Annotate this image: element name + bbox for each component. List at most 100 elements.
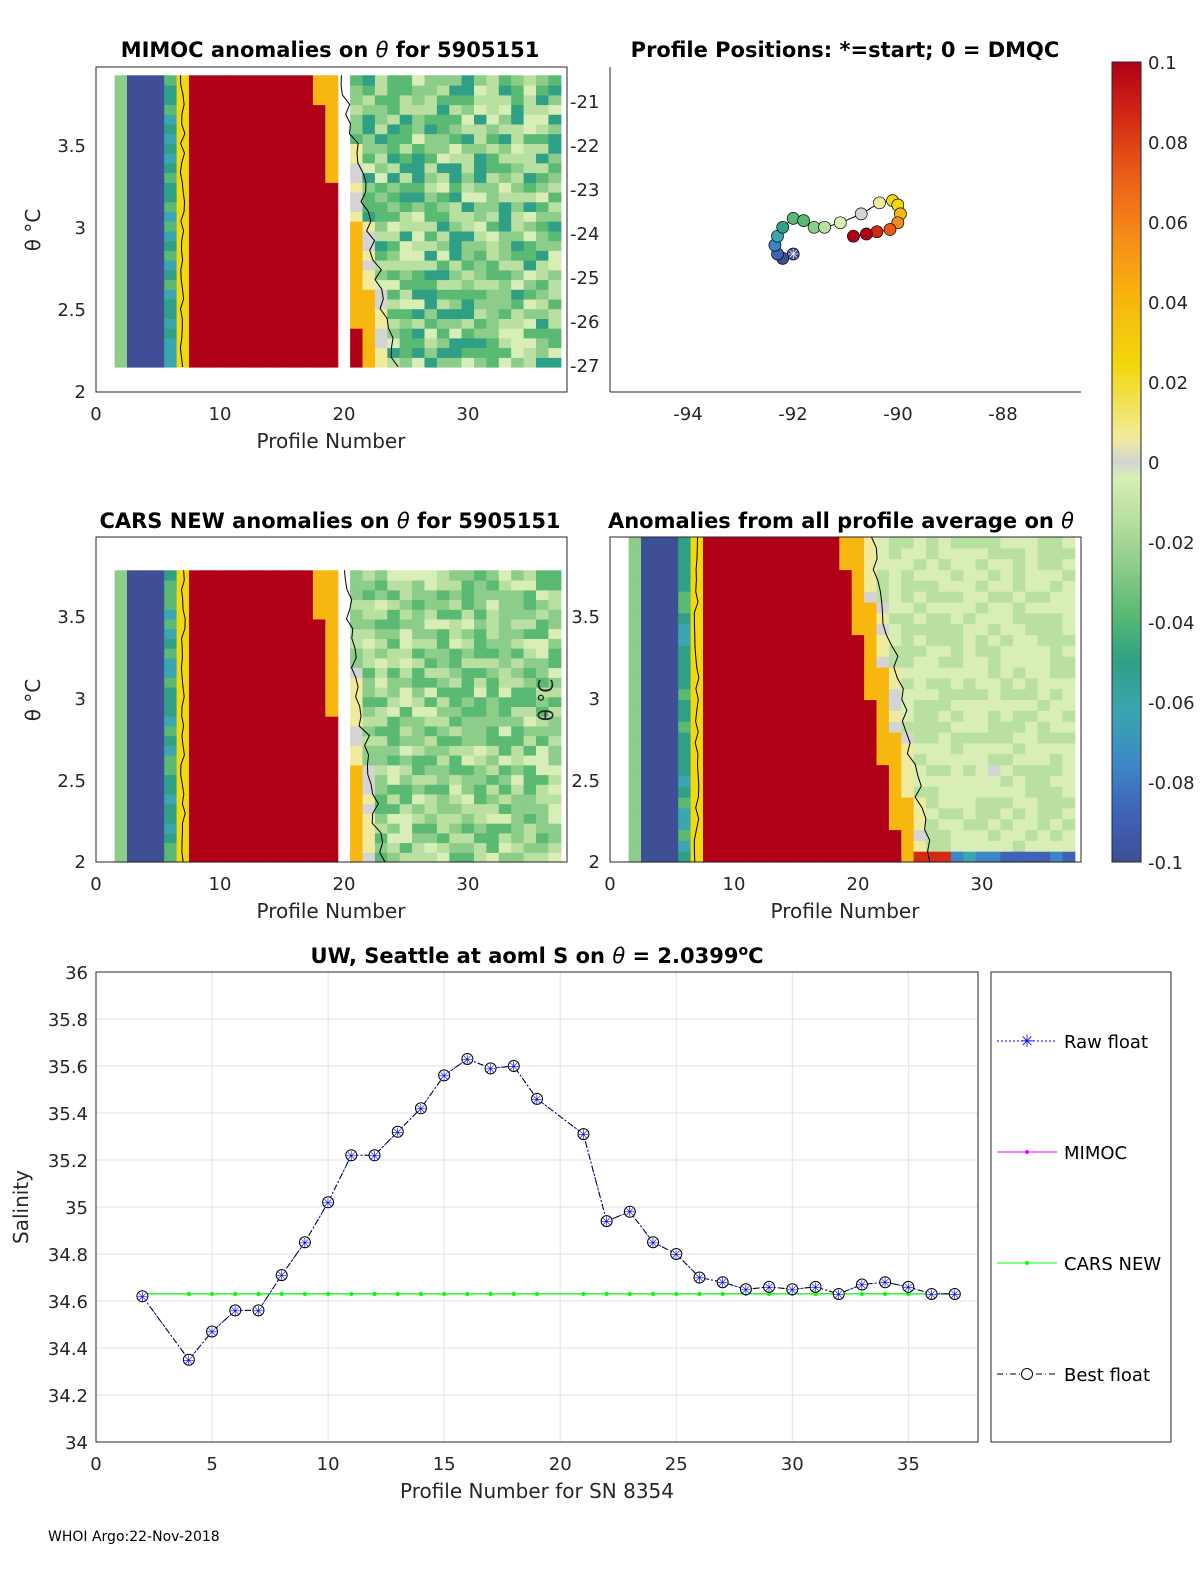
heatmap-cell bbox=[826, 580, 840, 592]
heatmap-cell bbox=[263, 774, 277, 785]
heatmap-cell bbox=[1012, 764, 1026, 776]
heatmap-cell bbox=[412, 143, 426, 154]
heatmap-cell bbox=[151, 725, 165, 737]
heatmap-cell bbox=[449, 755, 463, 766]
heatmap-cell bbox=[436, 793, 450, 805]
series-point-best bbox=[879, 1276, 892, 1289]
heatmap-cell bbox=[151, 570, 165, 581]
heatmap-cell bbox=[436, 133, 450, 144]
heatmap-cell bbox=[641, 558, 654, 571]
heatmap-cell bbox=[436, 638, 450, 649]
heatmap-cell bbox=[201, 250, 215, 261]
heatmap-cell bbox=[300, 648, 314, 659]
heatmap-cell bbox=[536, 279, 549, 290]
heatmap-cell bbox=[424, 153, 438, 164]
heatmap-cell bbox=[715, 602, 729, 614]
heatmap-cell bbox=[449, 657, 463, 669]
heatmap-cell bbox=[399, 648, 413, 659]
heatmap-cell bbox=[536, 618, 549, 630]
heatmap-cell bbox=[436, 823, 450, 834]
heatmap-cell bbox=[740, 623, 754, 636]
heatmap-cell bbox=[114, 706, 128, 717]
heatmap-cell bbox=[461, 706, 475, 717]
heatmap-cell bbox=[498, 609, 512, 620]
heatmap-cell bbox=[436, 75, 450, 86]
heatmap-cell bbox=[436, 609, 450, 620]
heatmap-cell bbox=[740, 688, 754, 701]
heatmap-cell bbox=[387, 832, 401, 844]
heatmap-cell bbox=[288, 570, 302, 581]
heatmap-cell bbox=[350, 784, 364, 795]
heatmap-cell bbox=[864, 764, 878, 776]
heatmap-cell bbox=[250, 337, 264, 349]
heatmap-cell bbox=[325, 677, 339, 688]
heatmap-cell bbox=[213, 803, 227, 814]
heatmap-cell bbox=[523, 182, 537, 193]
heatmap-cell bbox=[851, 851, 865, 863]
heatmap-cell bbox=[548, 696, 562, 707]
heatmap-cell bbox=[164, 677, 178, 688]
heatmap-cell bbox=[263, 328, 277, 339]
heatmap-cell bbox=[715, 580, 729, 592]
heatmap-cell bbox=[189, 279, 202, 290]
heatmap-cell bbox=[975, 580, 989, 592]
heatmap-cell bbox=[1062, 558, 1076, 571]
heatmap-cell bbox=[876, 677, 890, 690]
heatmap-cell bbox=[814, 612, 828, 625]
heatmap-cell bbox=[511, 609, 525, 620]
heatmap-cell bbox=[374, 628, 388, 639]
heatmap-cell bbox=[362, 308, 376, 319]
heatmap-cell bbox=[461, 784, 475, 795]
heatmap-cell bbox=[114, 725, 128, 737]
heatmap-cell bbox=[312, 318, 326, 329]
heatmap-cell bbox=[876, 797, 890, 809]
heatmap-cell bbox=[901, 764, 915, 776]
heatmap-cell bbox=[189, 114, 202, 125]
heatmap-cell bbox=[399, 755, 413, 766]
heatmap-cell bbox=[226, 85, 240, 96]
heatmap-cell bbox=[740, 840, 754, 852]
heatmap-cell bbox=[740, 753, 754, 766]
heatmap-cell bbox=[461, 609, 475, 620]
heatmap-cell bbox=[665, 623, 679, 636]
heatmap-cell bbox=[628, 547, 642, 560]
heatmap-cell bbox=[536, 842, 549, 853]
heatmap-cell bbox=[752, 645, 766, 657]
heatmap-cell bbox=[226, 687, 240, 698]
heatmap-cell bbox=[1025, 764, 1039, 776]
heatmap-cell bbox=[839, 786, 853, 798]
heatmap-cell bbox=[151, 260, 165, 271]
heatmap-cell bbox=[461, 580, 475, 591]
heatmap-cell bbox=[275, 240, 289, 251]
heatmap-cell bbox=[213, 104, 227, 115]
heatmap-cell bbox=[412, 706, 426, 717]
heatmap-cell bbox=[802, 753, 816, 766]
heatmap-cell bbox=[238, 308, 252, 319]
heatmap-cell bbox=[814, 623, 828, 636]
heatmap-cell bbox=[151, 618, 165, 630]
heatmap-cell bbox=[486, 182, 500, 193]
heatmap-cell bbox=[678, 807, 692, 820]
heatmap-cell bbox=[114, 260, 128, 271]
heatmap-cell bbox=[1062, 677, 1076, 690]
heatmap-cell bbox=[548, 755, 562, 766]
heatmap-cell bbox=[250, 755, 264, 766]
heatmap-cell bbox=[938, 818, 952, 831]
series-point-best bbox=[531, 1092, 543, 1105]
heatmap-cell bbox=[901, 602, 915, 614]
heatmap-cell bbox=[213, 75, 227, 86]
heatmap-cell bbox=[474, 182, 487, 193]
heatmap-cell bbox=[412, 774, 426, 785]
heatmap-cell bbox=[226, 793, 240, 805]
heatmap-cell bbox=[213, 725, 227, 737]
heatmap-cell bbox=[938, 537, 952, 549]
heatmap-cell bbox=[1050, 829, 1063, 841]
heatmap-cell bbox=[715, 699, 729, 711]
heatmap-cell bbox=[387, 803, 401, 814]
heatmap-cell bbox=[876, 537, 890, 549]
series-point-cars bbox=[535, 1291, 539, 1296]
heatmap-cell bbox=[362, 677, 376, 688]
heatmap-cell bbox=[926, 580, 940, 592]
heatmap-cell bbox=[826, 742, 840, 755]
heatmap-cell bbox=[176, 279, 190, 290]
